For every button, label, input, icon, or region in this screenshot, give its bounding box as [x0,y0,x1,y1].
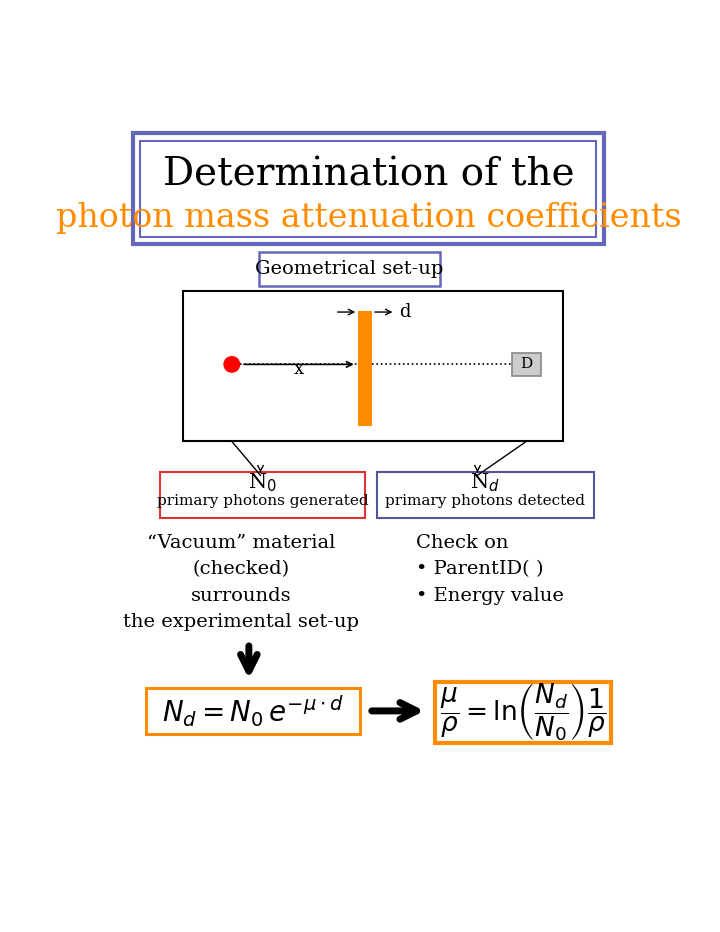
Text: N$_0$: N$_0$ [248,472,277,494]
Text: $\dfrac{\mu}{\rho} = \ln\!\left(\dfrac{N_d}{N_0}\right)\dfrac{1}{\rho}$: $\dfrac{\mu}{\rho} = \ln\!\left(\dfrac{N… [440,681,606,744]
Text: Determination of the: Determination of the [163,157,575,194]
Text: D: D [521,357,533,371]
FancyBboxPatch shape [132,133,604,244]
Text: $N_d = N_0\, e^{-\mu \cdot d}$: $N_d = N_0\, e^{-\mu \cdot d}$ [162,693,343,729]
FancyBboxPatch shape [377,473,594,518]
FancyBboxPatch shape [160,473,365,518]
Text: primary photons detected: primary photons detected [385,495,585,509]
Text: “Vacuum” material
(checked)
surrounds
the experimental set-up: “Vacuum” material (checked) surrounds th… [123,534,359,631]
FancyBboxPatch shape [358,310,372,426]
Text: Check on
• ParentID( )
• Energy value: Check on • ParentID( ) • Energy value [415,534,563,605]
Text: photon mass attenuation coefficients: photon mass attenuation coefficients [56,202,682,234]
FancyBboxPatch shape [140,141,596,237]
Circle shape [224,357,240,372]
FancyBboxPatch shape [435,681,611,743]
Text: Geometrical set-up: Geometrical set-up [256,260,444,278]
FancyBboxPatch shape [145,688,360,734]
FancyBboxPatch shape [183,291,563,442]
FancyBboxPatch shape [512,353,541,376]
Text: d: d [399,303,410,321]
FancyBboxPatch shape [259,252,441,286]
Text: primary photons generated: primary photons generated [157,495,368,509]
Text: x: x [294,361,304,378]
Text: N$_d$: N$_d$ [470,472,500,494]
